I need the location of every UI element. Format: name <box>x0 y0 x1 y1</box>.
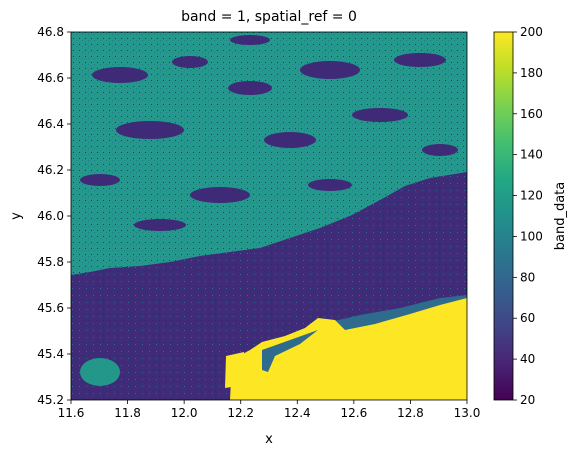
chart-title: band = 1, spatial_ref = 0 <box>181 9 357 25</box>
region-yellow <box>230 298 467 400</box>
y-axis-ticks: 45.2 45.4 45.6 45.8 46.0 46.2 46.4 46.6 46.8 <box>37 25 71 407</box>
region-yellow-west <box>225 352 246 388</box>
x-tick-label: 12.4 <box>284 406 311 420</box>
y-tick-label: 45.4 <box>37 347 64 361</box>
y-tick-label: 46.0 <box>37 209 64 223</box>
colorbar-tick-label: 180 <box>520 66 543 80</box>
y-tick-label: 45.6 <box>37 301 64 315</box>
colorbar-tick-label: 160 <box>520 107 543 121</box>
x-tick-label: 12.0 <box>171 406 198 420</box>
y-tick-label: 46.4 <box>37 117 64 131</box>
colorbar-tick-label: 140 <box>520 148 543 162</box>
y-tick-label: 46.2 <box>37 163 64 177</box>
colorbar-label: band_data <box>553 182 568 251</box>
colorbar-tick-label: 20 <box>520 393 535 407</box>
colorbar <box>493 31 514 401</box>
y-tick-label: 46.8 <box>37 25 64 39</box>
colorbar-tick-label: 200 <box>520 25 543 39</box>
colorbar-ticks: 20 40 60 80 100 120 140 160 180 200 <box>513 25 543 407</box>
y-tick-label: 46.6 <box>37 71 64 85</box>
colorbar-tick-label: 40 <box>520 352 535 366</box>
x-tick-label: 12.8 <box>397 406 424 420</box>
y-tick-label: 45.2 <box>37 393 64 407</box>
y-tick-label: 45.8 <box>37 255 64 269</box>
colorbar-tick-label: 80 <box>520 270 535 284</box>
x-axis-label: x <box>265 432 273 447</box>
colorbar-tick-label: 120 <box>520 189 543 203</box>
region-teal <box>71 32 467 275</box>
x-axis-ticks: 11.6 11.8 12.0 12.2 12.4 12.6 12.8 13.0 <box>58 400 481 420</box>
x-tick-label: 11.8 <box>114 406 141 420</box>
colorbar-tick-label: 60 <box>520 311 535 325</box>
x-tick-label: 12.6 <box>340 406 367 420</box>
heatmap-raster <box>71 32 467 400</box>
x-tick-label: 12.2 <box>227 406 254 420</box>
x-tick-label: 13.0 <box>454 406 481 420</box>
lagoon-strip <box>262 330 318 372</box>
y-axis-label: y <box>9 212 24 220</box>
x-tick-label: 11.6 <box>58 406 85 420</box>
teal-blotches <box>80 35 458 231</box>
colorbar-tick-label: 100 <box>520 229 543 243</box>
teal-patch-sw <box>80 358 120 386</box>
